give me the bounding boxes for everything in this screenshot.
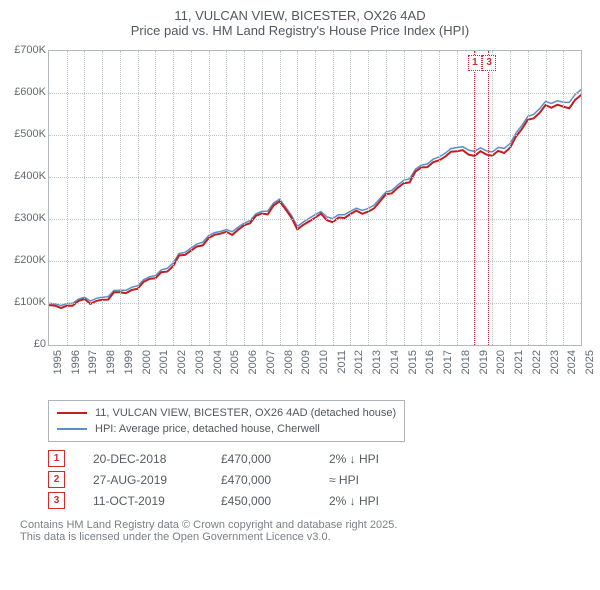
table-row: 2 27-AUG-2019 £470,000 ≈ HPI [48,471,590,488]
x-axis-label: 2003 [194,350,206,374]
sale-date: 20-DEC-2018 [93,452,193,466]
y-axis-label: £200K [14,254,48,266]
sale-marker: 1 [468,55,482,71]
footer-line-2: This data is licensed under the Open Gov… [20,531,590,543]
x-axis-label: 2019 [478,350,490,374]
x-axis-label: 2016 [424,350,436,374]
sale-date: 11-OCT-2019 [93,494,193,508]
x-axis-label: 2023 [549,350,561,374]
x-axis-label: 2020 [495,350,507,374]
y-axis-label: £500K [14,128,48,140]
x-axis-label: 1996 [70,350,82,374]
sale-marker-box: 2 [48,471,65,488]
x-axis-label: 2022 [531,350,543,374]
x-axis-label: 2017 [442,350,454,374]
table-row: 1 20-DEC-2018 £470,000 2% ↓ HPI [48,450,590,467]
sale-price: £470,000 [221,452,301,466]
sale-delta: ≈ HPI [329,473,419,487]
x-axis-label: 2018 [460,350,472,374]
sale-price: £470,000 [221,473,301,487]
x-axis-label: 2001 [158,350,170,374]
sale-marker-box: 1 [48,450,65,467]
sale-marker-box: 3 [48,492,65,509]
x-axis-label: 2014 [389,350,401,374]
title-line-2: Price paid vs. HM Land Registry's House … [10,23,590,38]
x-axis-label: 1998 [105,350,117,374]
footer: Contains HM Land Registry data © Crown c… [20,519,590,543]
y-axis-label: £0 [34,338,48,350]
legend-label: HPI: Average price, detached house, Cher… [95,421,320,437]
legend-label: 11, VULCAN VIEW, BICESTER, OX26 4AD (det… [95,405,396,421]
y-axis-label: £300K [14,212,48,224]
y-axis-label: £100K [14,296,48,308]
title-line-1: 11, VULCAN VIEW, BICESTER, OX26 4AD [10,8,590,23]
sales-table: 1 20-DEC-2018 £470,000 2% ↓ HPI 2 27-AUG… [48,450,590,509]
x-axis-label: 2000 [141,350,153,374]
table-row: 3 11-OCT-2019 £450,000 2% ↓ HPI [48,492,590,509]
x-axis-label: 2002 [176,350,188,374]
x-axis-label: 2025 [584,350,596,374]
sale-marker: 3 [482,55,496,71]
x-axis-label: 2021 [513,350,525,374]
sale-price: £450,000 [221,494,301,508]
footer-line-1: Contains HM Land Registry data © Crown c… [20,519,590,531]
x-axis-label: 2011 [336,350,348,374]
chart-area: 13 £0 £100K £200K £300K £400K £500K £600K £700K… [10,44,590,394]
plot-region: 13 [48,50,582,346]
legend: 11, VULCAN VIEW, BICESTER, OX26 4AD (det… [48,400,405,442]
sale-delta: 2% ↓ HPI [329,452,419,466]
y-axis-label: £400K [14,170,48,182]
y-axis-label: £600K [14,86,48,98]
chart-title: 11, VULCAN VIEW, BICESTER, OX26 4AD Pric… [10,8,590,38]
legend-item-price-paid: 11, VULCAN VIEW, BICESTER, OX26 4AD (det… [57,405,396,421]
x-axis-label: 1999 [123,350,135,374]
sale-delta: 2% ↓ HPI [329,494,419,508]
x-axis-label: 2005 [229,350,241,374]
x-axis-label: 1995 [52,350,64,374]
x-axis-label: 2007 [265,350,277,374]
legend-item-hpi: HPI: Average price, detached house, Cher… [57,421,396,437]
y-axis-label: £700K [14,44,48,56]
x-axis-label: 2004 [212,350,224,374]
x-axis-label: 2013 [371,350,383,374]
x-axis-label: 2012 [353,350,365,374]
x-axis-label: 1997 [87,350,99,374]
legend-swatch [57,428,87,430]
x-axis-label: 2009 [300,350,312,374]
x-axis-label: 2024 [566,350,578,374]
x-axis-label: 2008 [283,350,295,374]
x-axis-label: 2010 [318,350,330,374]
x-axis-label: 2015 [407,350,419,374]
legend-swatch [57,412,87,414]
x-axis-label: 2006 [247,350,259,374]
sale-date: 27-AUG-2019 [93,473,193,487]
